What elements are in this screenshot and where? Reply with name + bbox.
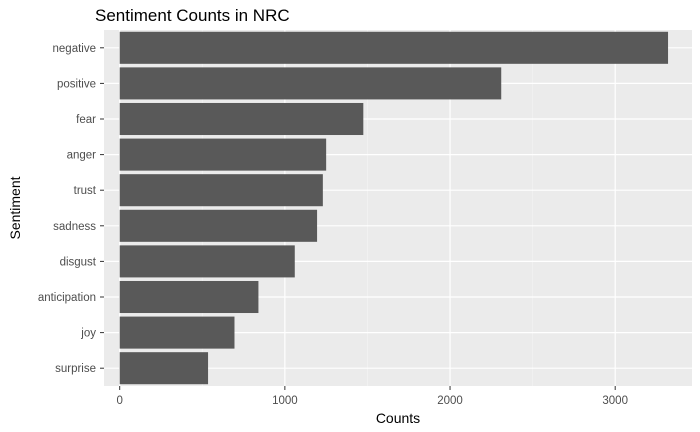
y-tick-label: sadness	[53, 221, 96, 233]
bar-positive	[119, 67, 502, 100]
x-axis-title: Counts	[376, 410, 420, 426]
y-axis: negative positive fear anger trust sadness dis…	[38, 43, 104, 375]
y-tick-label: anger	[67, 150, 97, 162]
bar-disgust	[119, 245, 295, 278]
x-tick-label: 1000	[272, 395, 298, 407]
y-tick-label: anticipation	[38, 292, 96, 304]
y-tick-label: joy	[80, 328, 96, 340]
chart-title: Sentiment Counts in NRC	[95, 6, 290, 25]
bar-anger	[119, 138, 327, 171]
y-tick-label: trust	[74, 185, 97, 197]
y-tick-label: surprise	[55, 363, 96, 375]
bar-surprise	[119, 352, 209, 385]
x-axis: 0 1000 2000 3000	[116, 386, 628, 407]
bar-anticipation	[119, 280, 259, 314]
bars	[119, 31, 669, 385]
x-tick-label: 2000	[437, 395, 463, 407]
x-tick-label: 3000	[602, 395, 628, 407]
bar-joy	[119, 316, 235, 349]
y-axis-title: Sentiment	[7, 176, 23, 239]
bar-fear	[119, 102, 364, 136]
y-tick-label: positive	[57, 78, 96, 90]
y-tick-label: disgust	[60, 256, 97, 268]
bar-sadness	[119, 209, 318, 242]
y-tick-label: fear	[76, 114, 96, 126]
x-tick-label: 0	[116, 395, 122, 407]
bar-trust	[119, 174, 323, 207]
bar-negative	[119, 31, 669, 64]
y-tick-label: negative	[53, 43, 96, 55]
